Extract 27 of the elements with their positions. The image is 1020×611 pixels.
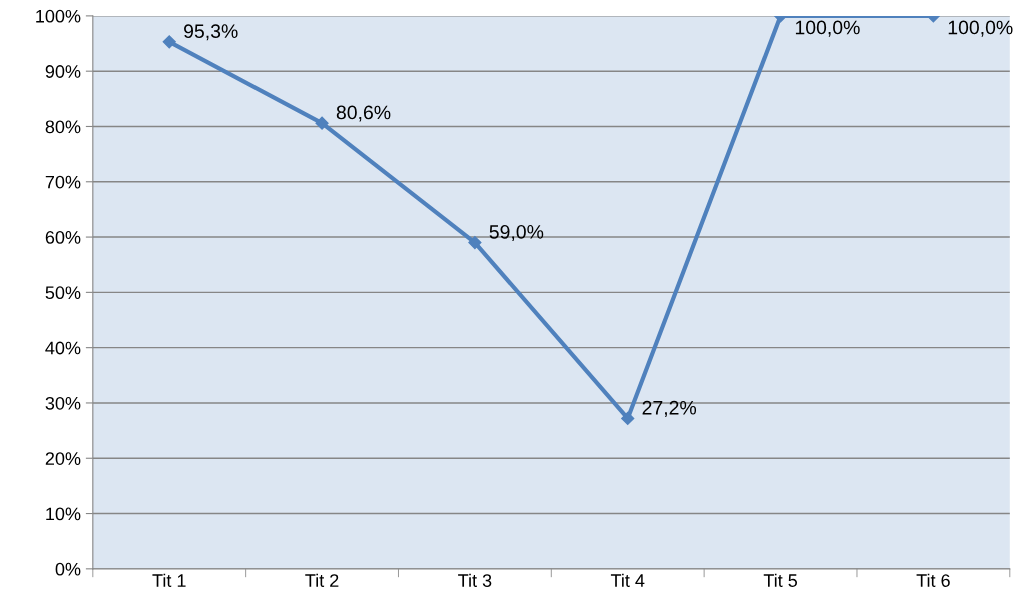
data-label: 27,2% bbox=[642, 400, 697, 417]
x-tick-label: Tit 4 bbox=[610, 573, 645, 587]
point bbox=[468, 236, 482, 250]
point bbox=[162, 35, 176, 49]
y-tick-label: 90% bbox=[45, 65, 81, 78]
y-tick-label: 100% bbox=[36, 9, 81, 23]
data-label: 59,0% bbox=[489, 224, 544, 242]
y-tick-label: 20% bbox=[45, 452, 81, 465]
point bbox=[315, 116, 329, 130]
data-label: 80,6% bbox=[336, 105, 391, 122]
y-tick-label: 40% bbox=[45, 341, 81, 355]
y-tick-label: 10% bbox=[46, 507, 81, 521]
y-tick-label: 60% bbox=[45, 231, 81, 244]
x-tick-label: Tit 6 bbox=[916, 573, 950, 587]
x-tick-label: Tit 5 bbox=[763, 573, 798, 587]
data-label: 100,0% bbox=[795, 20, 860, 37]
data-label: 100,0% bbox=[948, 20, 1013, 37]
point bbox=[621, 411, 635, 426]
y-tick-label: 0% bbox=[55, 562, 81, 576]
data-label: 95,3% bbox=[184, 24, 238, 41]
x-tick-label: Tit 1 bbox=[152, 573, 186, 587]
y-tick-label: 80% bbox=[45, 120, 81, 134]
x-tick-label: Tit 3 bbox=[458, 573, 492, 587]
y-tick-label: 30% bbox=[45, 396, 81, 410]
y-tick-label: 70% bbox=[45, 175, 81, 189]
x-tick-label: Tit 2 bbox=[305, 573, 339, 587]
y-tick-label: 50% bbox=[45, 286, 81, 300]
